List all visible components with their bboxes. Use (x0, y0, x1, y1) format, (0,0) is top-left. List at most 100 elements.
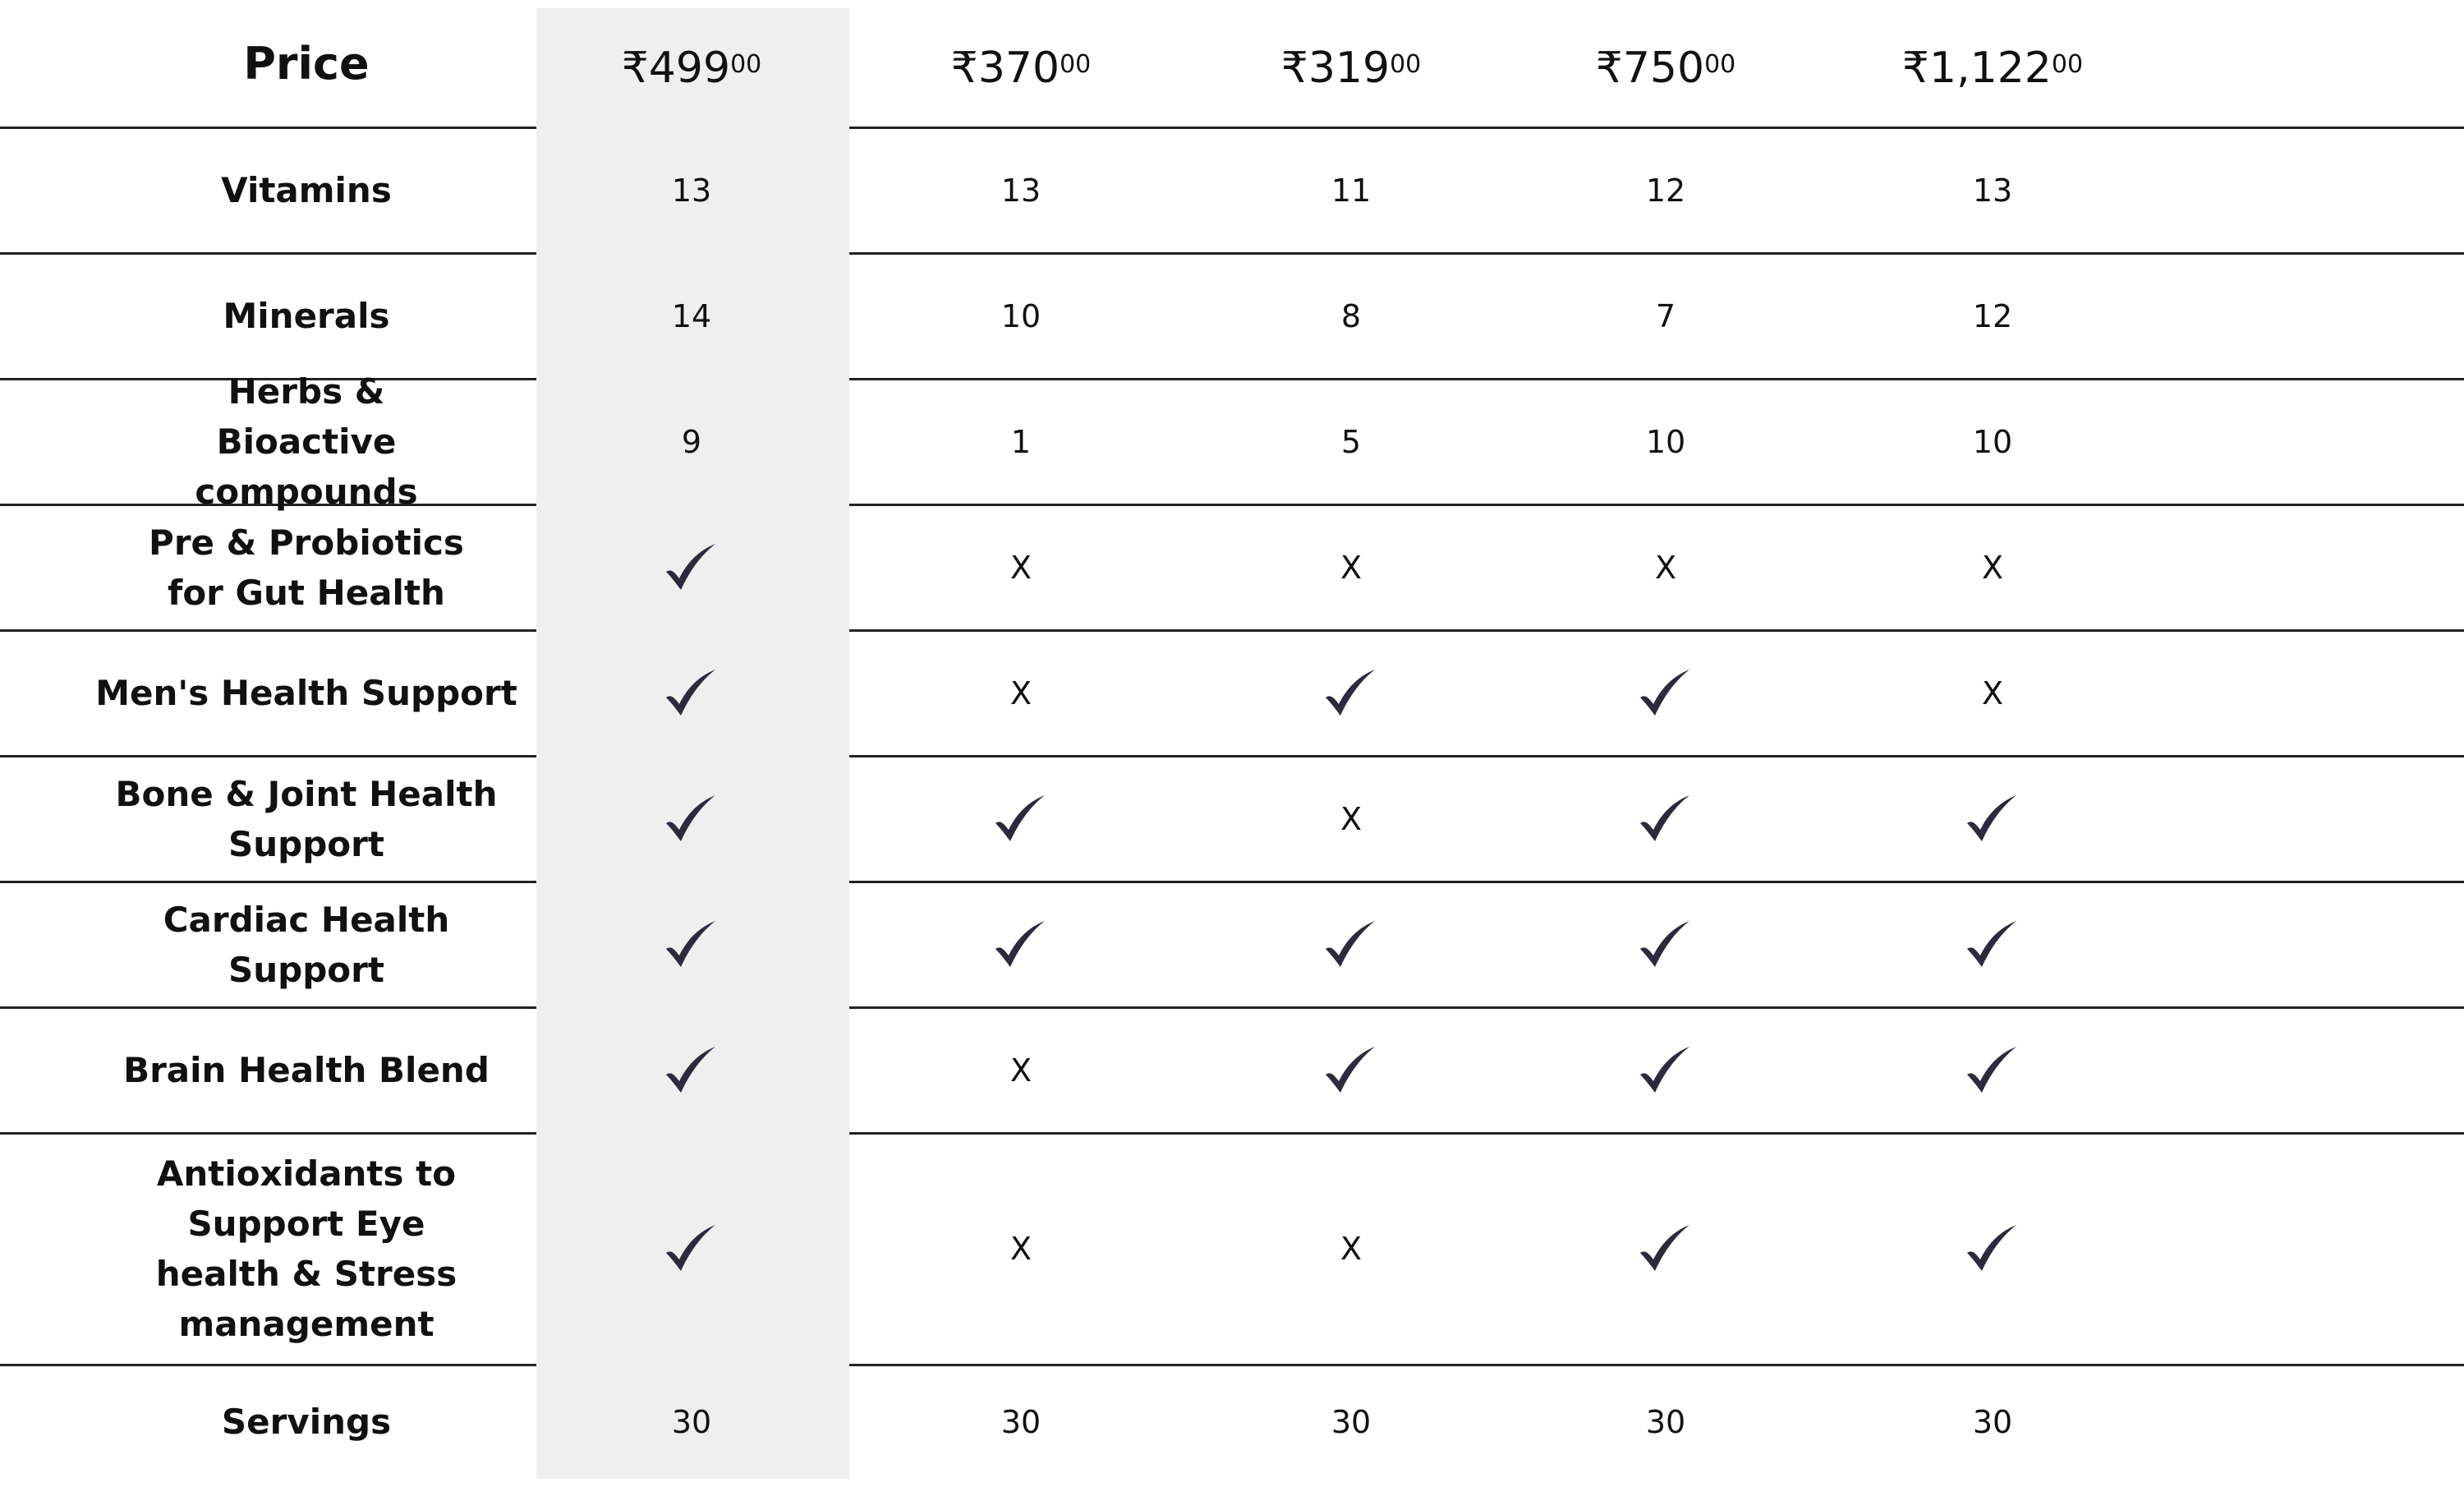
row-divider (0, 629, 536, 632)
value-cell: 8 (1340, 297, 1362, 334)
check-icon (1869, 882, 2116, 1007)
row-divider (0, 378, 536, 380)
check-icon (1542, 1007, 1789, 1133)
value-cell: 30 (671, 1403, 712, 1440)
check-icon (568, 1007, 815, 1133)
value-cell: 5 (1340, 423, 1362, 460)
check-icon (898, 756, 1144, 882)
value-cell: 30 (1000, 1403, 1041, 1440)
check-icon (1542, 1133, 1789, 1365)
price-fraction: 00 (1390, 50, 1422, 79)
value-cell: 13 (1000, 172, 1041, 209)
row-divider (849, 127, 2464, 129)
value-cell: 30 (1331, 1403, 1372, 1440)
price-fraction: 00 (1060, 50, 1092, 79)
row-label: Antioxidants to Support Eye health & Str… (155, 1153, 457, 1344)
row-label: Herbs & Bioactive compounds (195, 371, 418, 512)
cross-mark: X (1009, 675, 1032, 711)
price-cell: ₹1,122 00 (1779, 8, 2206, 127)
value-cell: 12 (1645, 172, 1686, 209)
value-cell: 12 (1972, 297, 2013, 334)
cross-mark: X (1981, 675, 2004, 711)
check-icon (1542, 882, 1789, 1007)
row-label: Brain Health Blend (123, 1050, 490, 1090)
row-divider (849, 252, 2464, 255)
price-fraction: 00 (730, 50, 762, 79)
price-value: ₹ (950, 43, 978, 93)
price-main: 499 (648, 43, 731, 93)
price-cell: ₹370 00 (807, 8, 1234, 127)
row-label: Vitamins (221, 170, 392, 210)
cross-mark: X (1340, 549, 1363, 586)
row-divider (0, 1364, 536, 1366)
row-label: Minerals (223, 296, 390, 336)
value-cell: 13 (671, 172, 712, 209)
price-header-label: Price (243, 38, 370, 90)
check-icon (568, 756, 815, 882)
cross-mark: X (1981, 549, 2004, 586)
value-cell: 10 (1972, 423, 2013, 460)
value-cell: 9 (681, 423, 702, 460)
cross-mark: X (1009, 1231, 1032, 1267)
price-value: ₹ (1901, 43, 1930, 93)
price-cell: ₹319 00 (1138, 8, 1565, 127)
check-icon (568, 1133, 815, 1365)
check-icon (1869, 1133, 2116, 1365)
row-divider (849, 1364, 2464, 1366)
price-value: ₹ (621, 43, 649, 93)
row-divider (0, 252, 536, 255)
row-divider (849, 629, 2464, 632)
value-cell: 10 (1000, 297, 1041, 334)
highlighted-column (536, 8, 849, 1479)
check-icon (1228, 630, 1474, 756)
row-divider (0, 127, 536, 129)
price-main: 1,122 (1929, 43, 2052, 93)
price-main: 370 (977, 43, 1060, 93)
row-divider (0, 881, 536, 883)
check-icon (568, 882, 815, 1007)
price-fraction: 00 (2051, 50, 2084, 79)
cross-mark: X (1009, 1052, 1032, 1089)
price-cell: ₹750 00 (1452, 8, 1879, 127)
price-fraction: 00 (1704, 50, 1736, 79)
row-divider (849, 1132, 2464, 1135)
check-icon (568, 504, 815, 630)
price-value: ₹ (1595, 43, 1623, 93)
row-divider (0, 1006, 536, 1009)
value-cell: 11 (1331, 172, 1372, 209)
value-cell: 10 (1645, 423, 1686, 460)
check-icon (568, 630, 815, 756)
row-label: Cardiac Health Support (163, 899, 450, 990)
cross-mark: X (1009, 549, 1032, 586)
cross-mark: X (1340, 800, 1363, 837)
row-divider (849, 504, 2464, 506)
check-icon (898, 882, 1144, 1007)
row-divider (849, 755, 2464, 757)
row-divider (0, 504, 536, 506)
value-cell: 14 (671, 297, 712, 334)
check-icon (1542, 630, 1789, 756)
row-divider (849, 378, 2464, 380)
row-divider (0, 1132, 536, 1135)
row-divider (849, 881, 2464, 883)
row-label: Men's Health Support (95, 673, 517, 713)
check-icon (1869, 1007, 2116, 1133)
row-label: Servings (221, 1402, 392, 1442)
value-cell: 30 (1645, 1403, 1686, 1440)
value-cell: 30 (1972, 1403, 2013, 1440)
value-cell: 7 (1655, 297, 1676, 334)
price-cell: ₹499 00 (478, 8, 905, 127)
price-main: 319 (1308, 43, 1391, 93)
row-divider (0, 755, 536, 757)
price-value: ₹ (1280, 43, 1308, 93)
row-divider (849, 1006, 2464, 1009)
cross-mark: X (1340, 1231, 1363, 1267)
price-main: 750 (1622, 43, 1705, 93)
value-cell: 1 (1010, 423, 1032, 460)
check-icon (1869, 756, 2116, 882)
value-cell: 13 (1972, 172, 2013, 209)
check-icon (1228, 882, 1474, 1007)
row-label: Bone & Joint Health Support (115, 773, 498, 864)
check-icon (1228, 1007, 1474, 1133)
cross-mark: X (1654, 549, 1677, 586)
